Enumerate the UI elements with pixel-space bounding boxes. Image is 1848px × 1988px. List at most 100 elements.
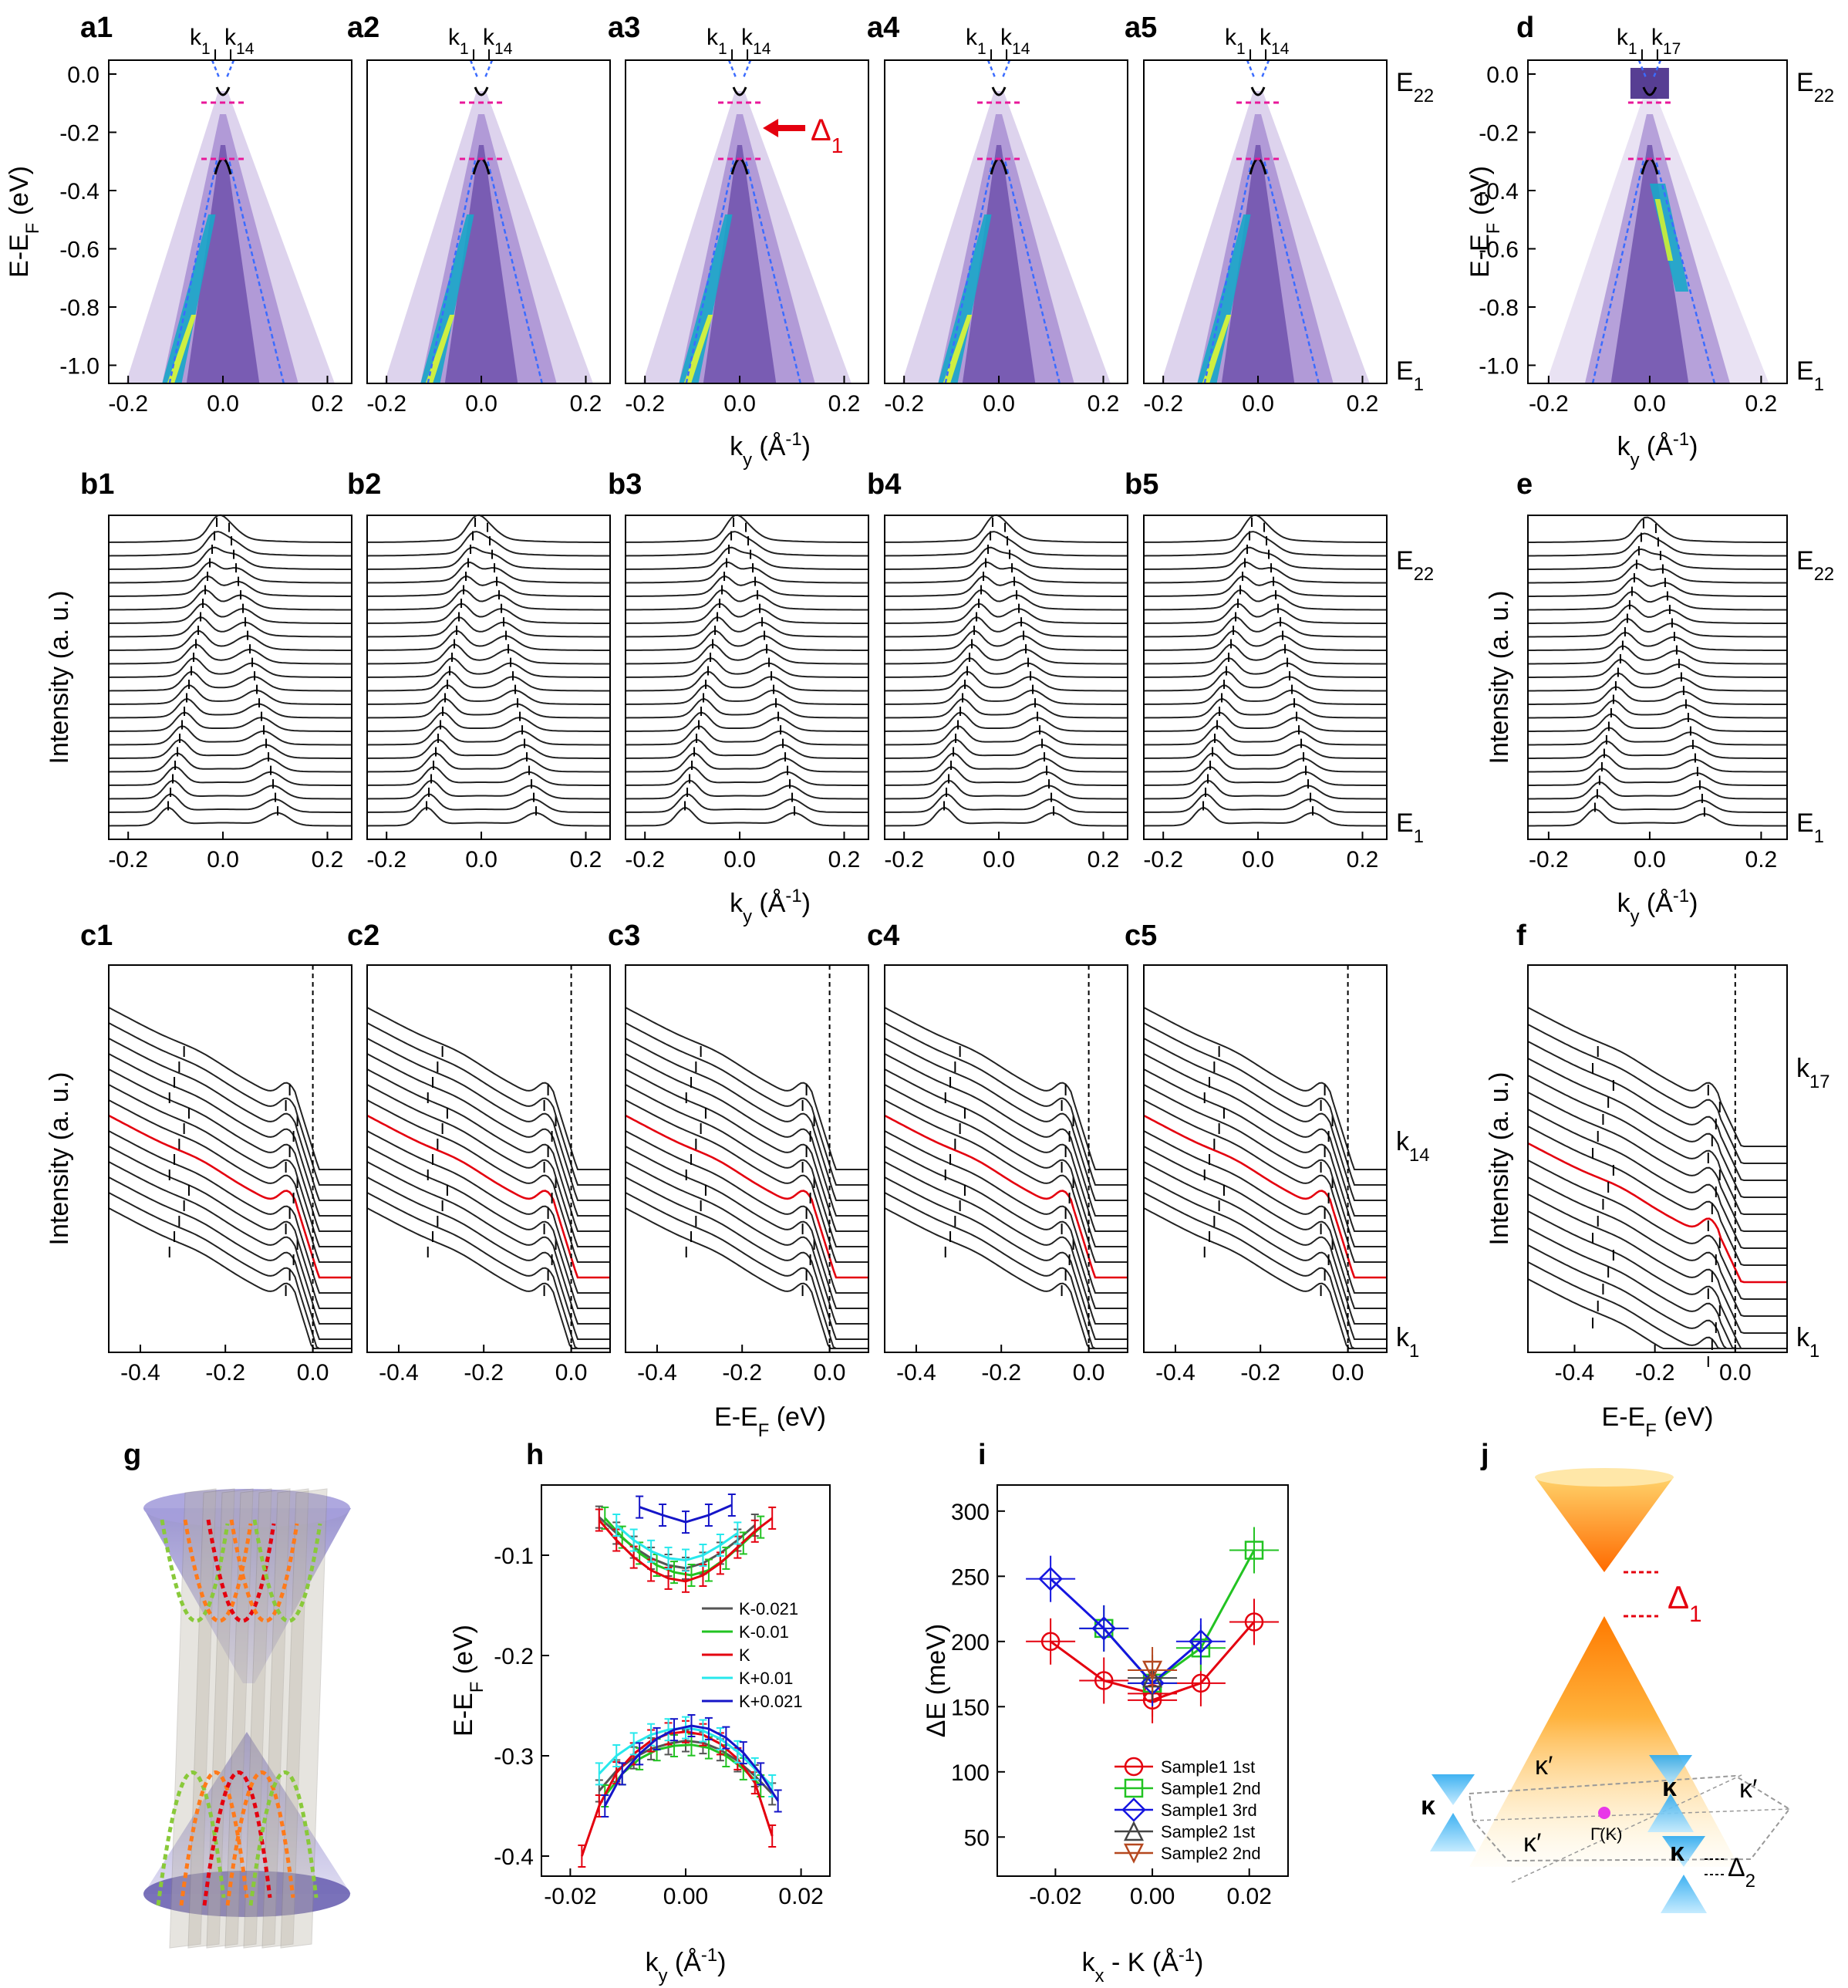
mdc-stack-b2: -0.2 0.0 0.2 (366, 514, 611, 872)
x-tick-label: -0.4 (1155, 1360, 1195, 1386)
edc-curve (884, 1192, 1128, 1349)
edc-curve (108, 1099, 352, 1263)
mdc-stack-b5: -0.2 0.0 0.2 (1143, 514, 1388, 872)
mdc-curve (884, 807, 1128, 827)
legend-label: K-0.01 (739, 1622, 789, 1642)
valley-cone-upper (1432, 1774, 1475, 1805)
legend-label: K+0.01 (739, 1669, 793, 1688)
legend-label: K+0.021 (739, 1692, 803, 1711)
panel-label: b4 (867, 468, 901, 501)
mdc-curve (108, 575, 352, 597)
edc-curve (625, 1038, 868, 1201)
y-axis-d: 0.0 -0.2 -0.4 -0.6 -0.8 -1.0 E-EF (eV) (1465, 62, 1536, 380)
x-tick-label: 0.02 (1227, 1884, 1272, 1909)
gamma-point (1598, 1807, 1610, 1819)
upper-band (474, 86, 489, 96)
plot-frame (625, 515, 869, 840)
panel-label: c1 (80, 920, 113, 952)
edc-stack-c3: -0.4 -0.2 0.0 (625, 964, 869, 1386)
conduction-cone (1535, 1477, 1674, 1572)
x-title-sub: x (1095, 1966, 1104, 1986)
x-tick-label: 0.2 (1347, 847, 1379, 872)
y-axis-title: ΔE (meV) (922, 1624, 951, 1737)
mdc-curve (625, 711, 868, 732)
panel-label: a2 (347, 12, 379, 44)
edc-curve (1527, 1176, 1787, 1317)
mdc-curve (108, 589, 352, 611)
mdc-stack-b4: -0.2 0.0 0.2 (884, 514, 1128, 872)
x-tick-label: -0.02 (544, 1884, 596, 1909)
edc-curve (625, 1192, 868, 1349)
dispersion-top-left (211, 59, 221, 80)
data-point-circle (1094, 1671, 1114, 1690)
plot-frame (108, 964, 352, 1353)
x-title-unit1: (Å (1639, 889, 1673, 918)
edc-curve (884, 1022, 1128, 1186)
y-axis-title: Intensity (a. u.) (45, 1072, 74, 1246)
data-point-diamond (1189, 1629, 1213, 1654)
x-tick-label: -0.2 (464, 1360, 504, 1386)
edc-curve (884, 1007, 1128, 1170)
edc-curve (625, 1099, 868, 1263)
mdc-curve (884, 531, 1128, 557)
x-tick-label: -0.2 (1143, 391, 1183, 417)
mdc-curve (1528, 700, 1787, 719)
edc-curve (366, 1099, 610, 1263)
arpes-map-d: k1 k17-0.2 0.0 0.2 (1527, 25, 1788, 417)
edc-curve (366, 1038, 610, 1201)
edc-curve (1527, 1041, 1787, 1181)
bright-branch-core (683, 315, 713, 383)
dispersion-top-right (1000, 59, 1011, 80)
mdc-curve (366, 514, 610, 543)
mdc-curve (108, 561, 352, 584)
mdc-curve (1143, 531, 1387, 557)
upper-band (1642, 86, 1657, 96)
cut-plane (206, 1488, 254, 1949)
mdc-curve (108, 643, 352, 665)
data-point-diamond (1121, 1797, 1146, 1822)
dispersion-curve-upper (229, 1519, 299, 1623)
y-axis-title: Intensity (a. u.) (1485, 1072, 1514, 1246)
x-tick-label: 0.2 (1745, 391, 1778, 417)
mdc-curve (1143, 670, 1387, 692)
x-title-mid: - K (Å (1104, 1948, 1179, 1977)
data-point-triangle-up (1123, 1821, 1145, 1841)
mdc-curve (366, 793, 610, 813)
y-title-unit: (eV) (5, 166, 34, 223)
x-title-base: k (1617, 432, 1631, 461)
mdc-curve (1528, 781, 1787, 800)
mdc-curve (1143, 807, 1387, 827)
mdc-curve (625, 643, 868, 665)
edc-curve (108, 1130, 352, 1294)
mdc-curve (1143, 793, 1387, 813)
panel-label: a5 (1125, 12, 1157, 44)
marker-k1-sub: 1 (1628, 40, 1637, 58)
mdc-curve (108, 807, 352, 827)
y-axis-title: Intensity (a. u.) (45, 591, 74, 764)
x-tick-label: -0.2 (205, 1360, 245, 1386)
marker-kN-base: k (1260, 25, 1272, 50)
edc-curve (108, 1038, 352, 1201)
edc-curve (1527, 1227, 1787, 1349)
edc-curve (108, 1053, 352, 1217)
mdc-curve (1528, 548, 1787, 570)
y-tick-label: 0.0 (67, 62, 99, 88)
panel-label: h (526, 1439, 544, 1471)
marker-k1: k1 (706, 25, 727, 58)
mdc-curve (625, 602, 868, 624)
edc-curve (1143, 1192, 1387, 1349)
x-tick-label: -0.2 (366, 391, 406, 417)
energy-label-top: E22 (1396, 546, 1434, 585)
edc-curve (108, 1084, 352, 1247)
upper-band (991, 86, 1007, 96)
x-tick-label: -0.4 (896, 1360, 936, 1386)
mdc-curve (108, 629, 352, 651)
mdc-curve (108, 793, 352, 813)
mdc-curve (1528, 768, 1787, 786)
y-axis-title: E-EF (eV) (1465, 166, 1504, 278)
data-point-square (1244, 1541, 1264, 1560)
x-title-base: k (646, 1948, 659, 1977)
dispersion-top-left (469, 59, 480, 80)
dispersion-top-left (986, 59, 997, 80)
